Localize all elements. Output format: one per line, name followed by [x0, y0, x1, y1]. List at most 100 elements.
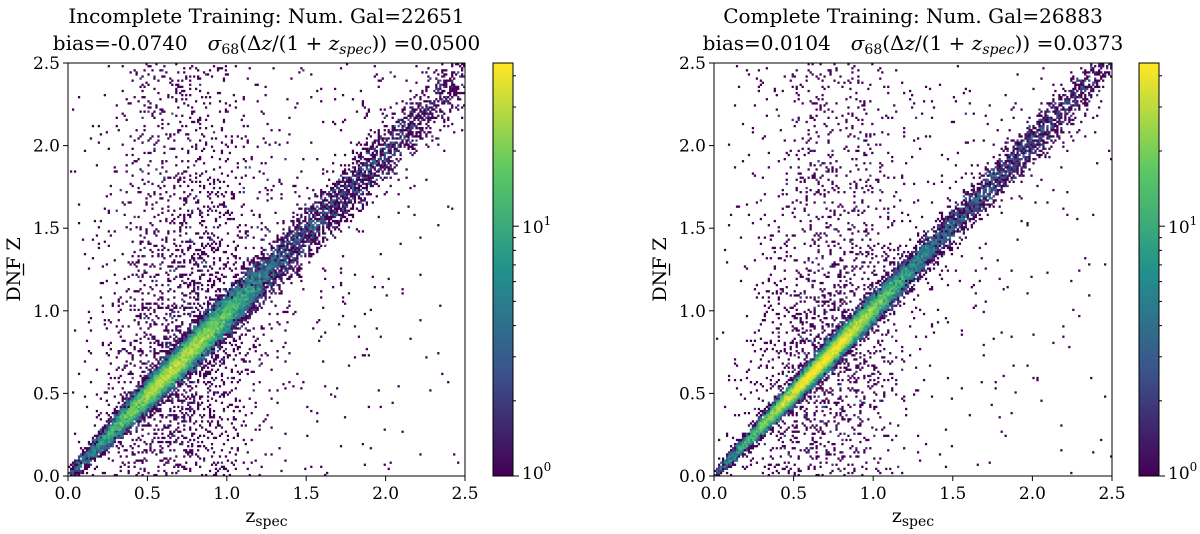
panel-1-bin [147, 422, 150, 425]
panel-1-bin [171, 362, 174, 365]
panel-1-bin [238, 288, 241, 291]
panel-1-bin [280, 277, 283, 281]
panel-1-bin [280, 255, 283, 258]
panel-1-bin [453, 131, 456, 134]
panel-1-bin [173, 378, 176, 382]
panel-1-bin [266, 277, 269, 281]
panel-1-bin [214, 290, 218, 293]
panel-1-bin [314, 211, 317, 214]
panel-1-bin [171, 364, 174, 367]
panel-1-bin [212, 205, 216, 208]
panel-1-bin [97, 447, 101, 450]
panel-1-bin [173, 230, 176, 233]
panel-1-bin [250, 296, 253, 299]
panel-1-bin [343, 197, 347, 200]
panel-1-bin [159, 358, 162, 361]
panel-1-bin [161, 451, 164, 454]
panel-1-bin [121, 422, 124, 425]
panel-1-bin [113, 426, 116, 429]
panel-1-bin [212, 261, 216, 264]
panel-1-bin [189, 428, 192, 431]
panel-1-bin [228, 325, 232, 328]
panel-1-bin [399, 137, 402, 140]
panel-1-bin [71, 473, 75, 477]
panel-1-bin [177, 372, 180, 376]
panel-1-bin [208, 403, 212, 407]
panel-1-bin [193, 310, 196, 314]
panel-1-bin [254, 292, 257, 295]
panel-1-bin [419, 133, 422, 136]
panel-1-bin [365, 193, 368, 196]
panel-1-bin [441, 71, 444, 74]
panel-1-bin [284, 250, 287, 254]
panel-1-bin [230, 327, 234, 330]
panel-1-bin [236, 314, 239, 318]
panel-1-bin [335, 195, 339, 198]
panel-1-bin [159, 393, 162, 396]
panel-1-bin [185, 354, 188, 357]
panel-1-bin [320, 219, 323, 223]
panel-1-bin [181, 347, 184, 351]
panel-1-bin [437, 79, 440, 82]
panel-1-bin [337, 205, 341, 208]
panel-1-bin [171, 360, 174, 363]
panel-1-bin [157, 383, 160, 386]
panel-1-bin [224, 296, 228, 299]
panel-1-bin [463, 91, 466, 95]
panel-1-bin [457, 104, 460, 107]
panel-1-bin [173, 381, 176, 384]
panel-1-bin [107, 430, 110, 433]
panel-1-bin [447, 118, 450, 122]
panel-1-bin [149, 374, 152, 378]
panel-1-bin [169, 335, 172, 338]
panel-1-bin [302, 219, 305, 223]
panel-1-bin [117, 451, 120, 454]
panel-1-bin [314, 236, 317, 239]
panel-1-bin [185, 335, 188, 338]
panel-1-bin [333, 203, 337, 206]
panel-1-bin [99, 440, 102, 444]
panel-1-bin [185, 352, 188, 355]
panel-1-bin [443, 75, 446, 78]
panel-1-bin [113, 170, 116, 173]
panel-1-bin [149, 414, 152, 417]
panel-1-bin [343, 201, 347, 204]
panel-1-bin [169, 347, 172, 351]
panel-1-bin [246, 321, 249, 324]
panel-1-bin [193, 329, 196, 332]
panel-1-bin [139, 407, 142, 411]
panel-1-bin [427, 124, 430, 128]
panel-1-bin [175, 463, 178, 466]
panel-1-bin [165, 370, 168, 373]
panel-1-bin [415, 65, 418, 68]
panel-1-bin [320, 201, 323, 204]
panel-1-bin [212, 378, 216, 382]
panel-1-bin [169, 133, 172, 136]
panel-1-bin [393, 143, 396, 146]
panel-1-bin [169, 395, 172, 398]
panel-1-bin [137, 399, 140, 402]
panel-1-bin [216, 350, 220, 353]
panel-1-bin [183, 203, 186, 206]
panel-1-bin [349, 184, 353, 188]
panel-1-bin [373, 180, 376, 184]
panel-1-bin [262, 290, 265, 293]
panel-1-bin [157, 352, 160, 355]
panel-1-bin [240, 265, 243, 268]
panel-1-bin [99, 438, 102, 442]
panel-1-bin [197, 157, 200, 161]
panel-1-bin [133, 407, 136, 411]
panel-1-bin [143, 263, 146, 266]
panel-1-bin [228, 323, 232, 326]
panel-1-bin [399, 153, 402, 157]
panel-1-bin [310, 211, 313, 214]
panel-1-bin [123, 463, 126, 466]
panel-1-bin [230, 317, 234, 320]
panel-1-bin [276, 356, 279, 359]
panel-1-bin [155, 104, 158, 107]
panel-1-bin [199, 211, 202, 214]
panel-1-bin [270, 368, 273, 371]
panel-1-bin [147, 106, 150, 109]
panel-1-bin [189, 389, 192, 392]
panel-1-bin [171, 376, 174, 380]
